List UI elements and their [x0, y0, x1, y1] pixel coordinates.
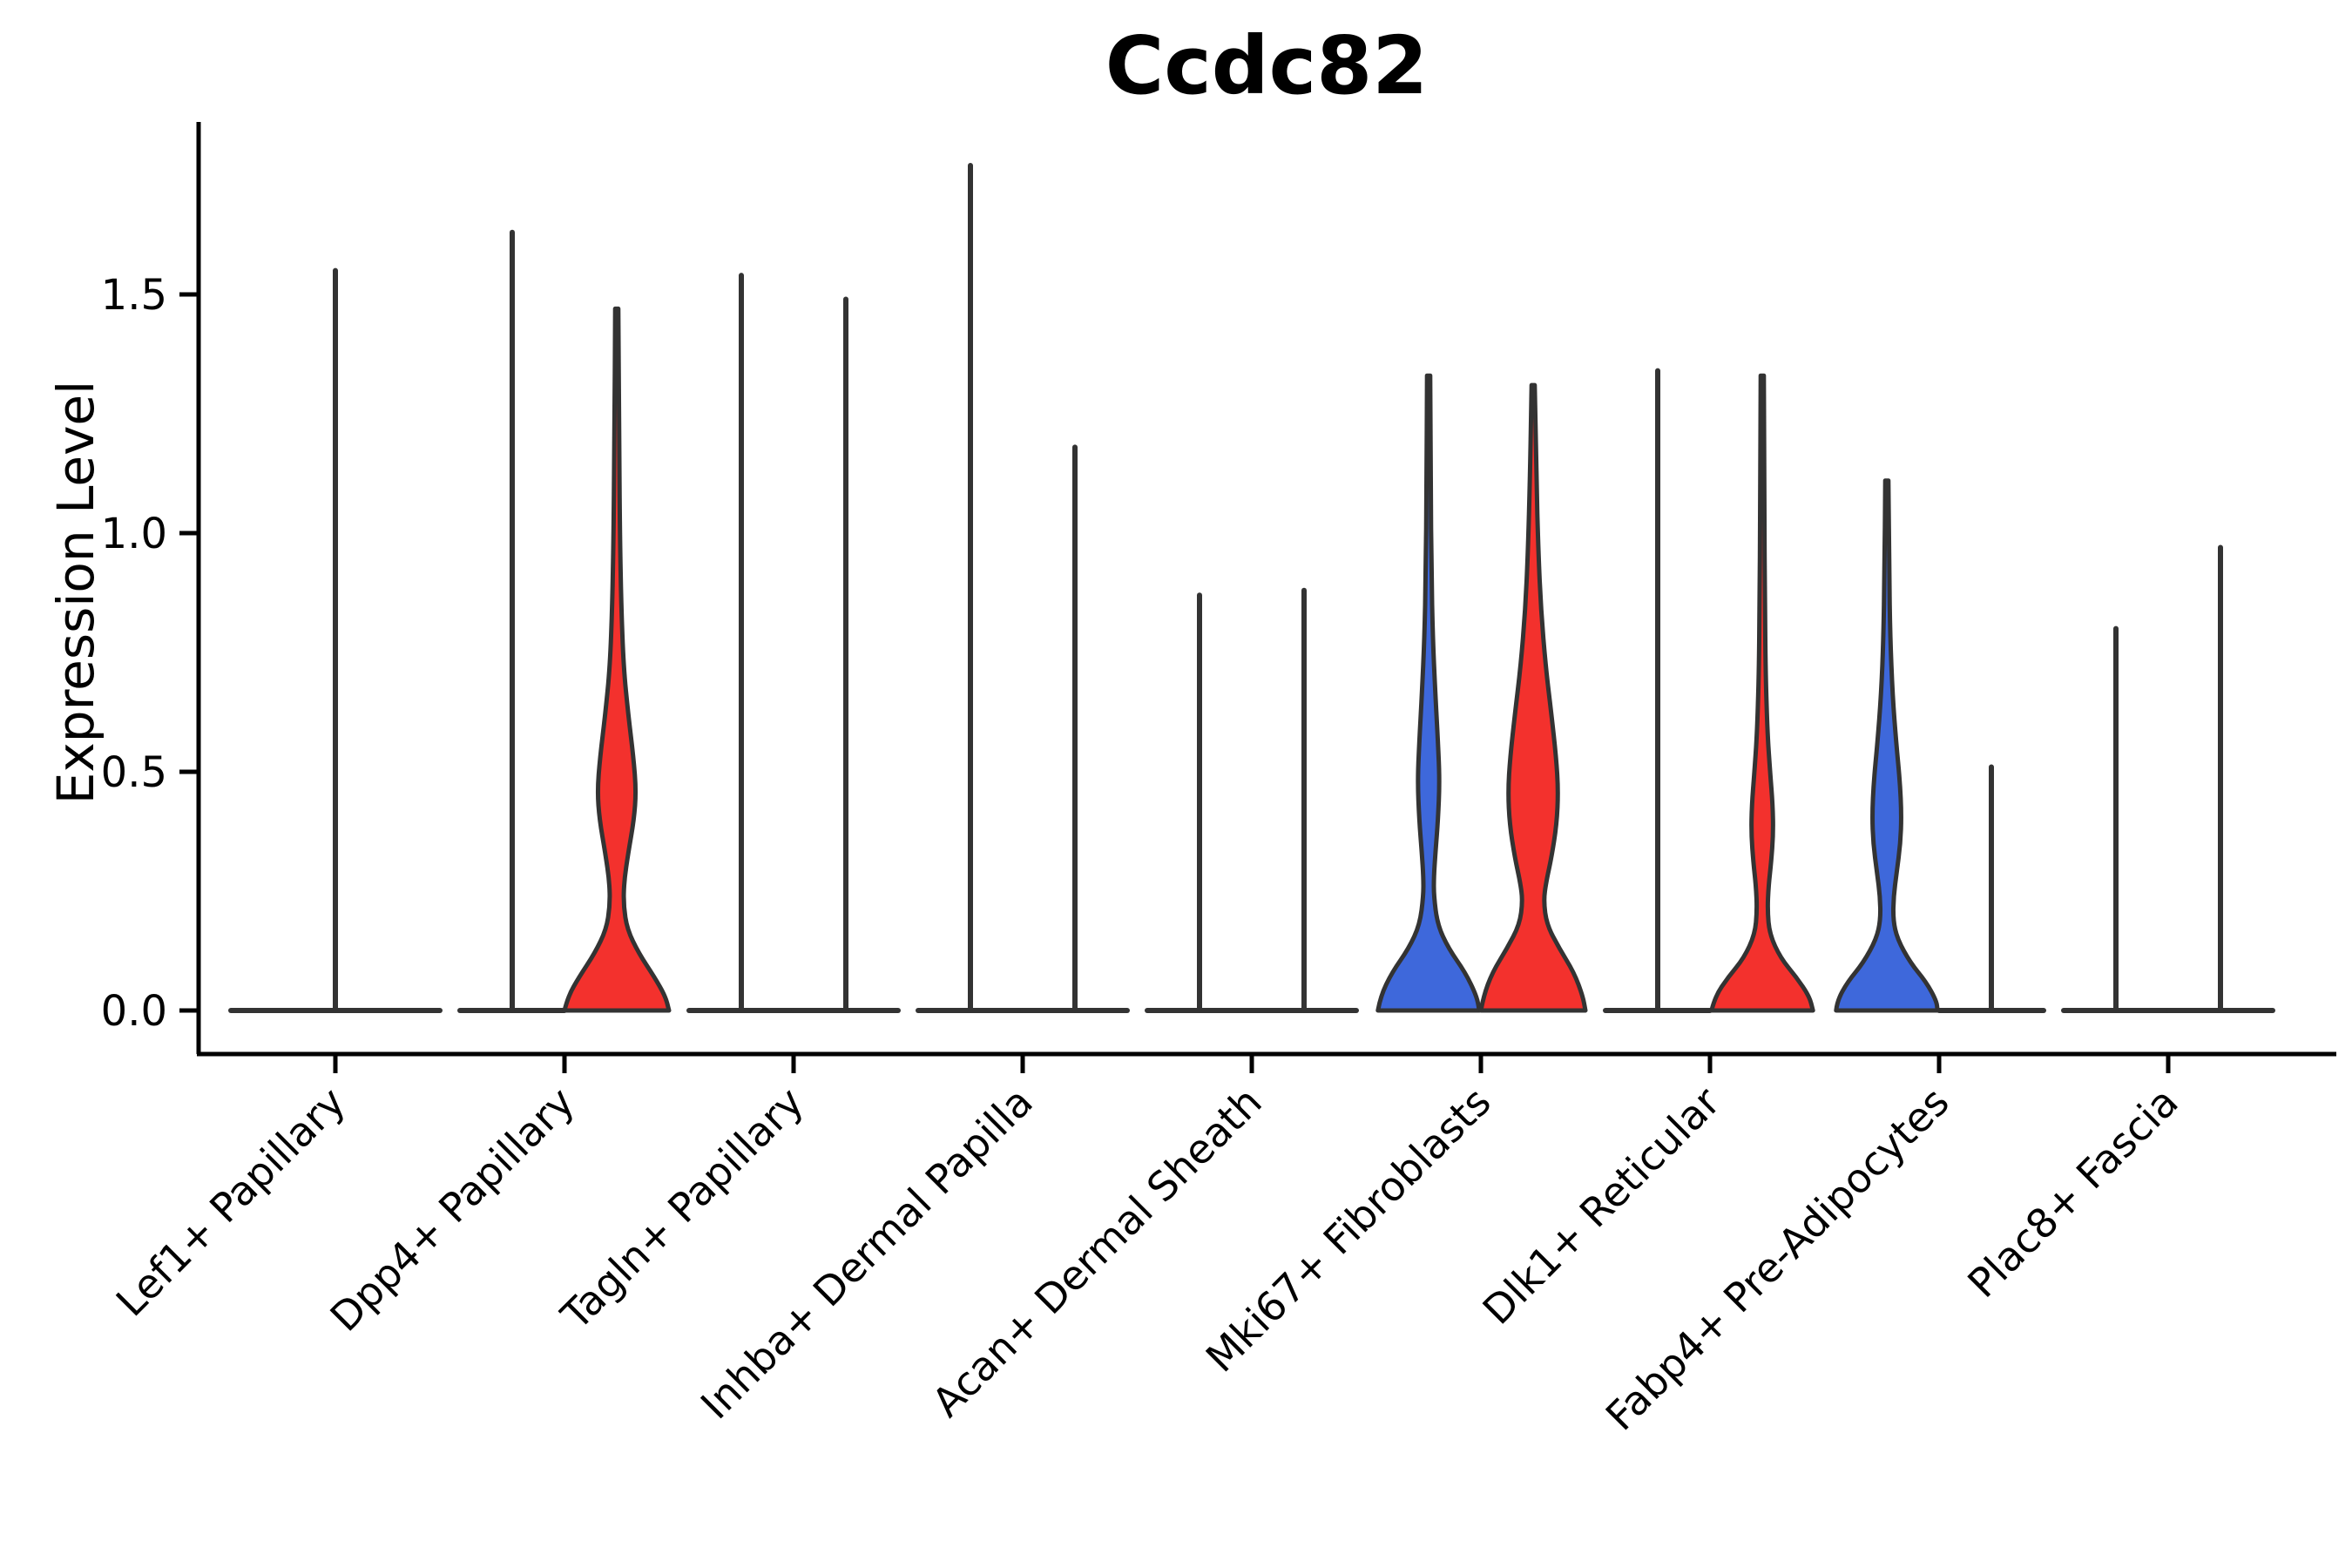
- plot-title: Ccdc82: [1105, 19, 1429, 112]
- x-tick-label: Dlk1+ Reticular: [1474, 1078, 1729, 1334]
- violin-body-blue: [1375, 373, 1482, 1013]
- x-tick-label: Dpp4+ Papillary: [321, 1078, 584, 1341]
- violin-group-fabp4-pre-adipocytes: Fabp4+ Pre-Adipocytes: [1597, 478, 2046, 1440]
- x-tick-label: Lef1+ Papillary: [107, 1078, 355, 1326]
- violin-group-inhba-dermal-papilla: Inhba+ Dermal Papilla: [692, 163, 1130, 1428]
- violin-group-plac8-fascia: Plac8+ Fascia: [1958, 544, 2275, 1307]
- violin-body-red: [1478, 382, 1588, 1013]
- violin-body-red: [1709, 373, 1815, 1013]
- violin-body-red: [562, 306, 672, 1013]
- y-tick-label: 0.0: [101, 987, 167, 1036]
- y-tick-label: 1.0: [101, 510, 167, 558]
- y-tick-label: 0.5: [101, 748, 167, 797]
- violin-group-mki67-fibroblasts: Mki67+ Fibroblasts: [1197, 373, 1588, 1382]
- violin-group-lef1-papillary: Lef1+ Papillary: [107, 267, 443, 1326]
- x-tick-label: Tagln+ Papillary: [551, 1078, 813, 1340]
- violin-body-blue: [1834, 478, 1940, 1013]
- y-tick-label: 1.5: [101, 271, 167, 320]
- x-tick-label: Plac8+ Fascia: [1958, 1078, 2186, 1307]
- violin-group-dpp4-papillary: Dpp4+ Papillary: [321, 229, 672, 1341]
